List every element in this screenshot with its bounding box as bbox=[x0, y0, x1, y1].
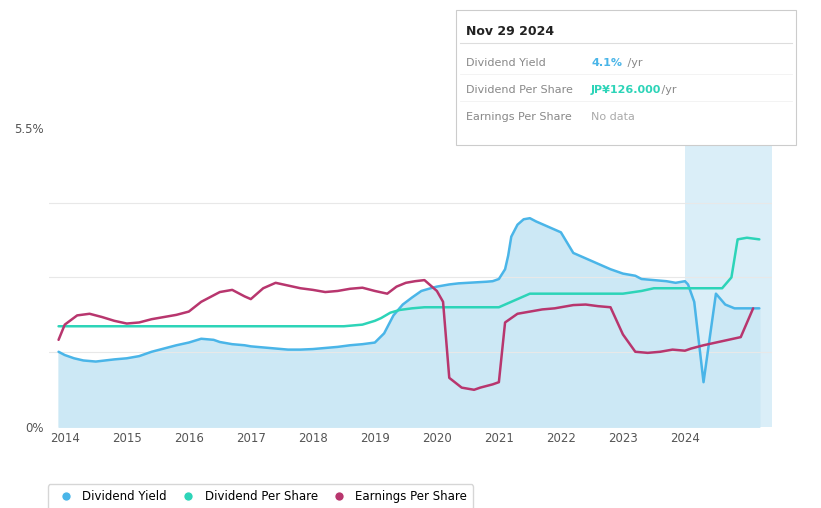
Text: /yr: /yr bbox=[624, 58, 643, 69]
Text: Dividend Yield: Dividend Yield bbox=[466, 58, 545, 69]
Text: JP¥126.000: JP¥126.000 bbox=[591, 85, 662, 96]
Text: No data: No data bbox=[591, 112, 635, 122]
Text: Past: Past bbox=[690, 120, 712, 130]
Text: /yr: /yr bbox=[658, 85, 677, 96]
Text: Dividend Per Share: Dividend Per Share bbox=[466, 85, 572, 96]
Text: Nov 29 2024: Nov 29 2024 bbox=[466, 25, 553, 38]
Text: 4.1%: 4.1% bbox=[591, 58, 622, 69]
Bar bbox=[685, 112, 772, 427]
Text: Earnings Per Share: Earnings Per Share bbox=[466, 112, 571, 122]
Legend: Dividend Yield, Dividend Per Share, Earnings Per Share: Dividend Yield, Dividend Per Share, Earn… bbox=[48, 484, 473, 508]
